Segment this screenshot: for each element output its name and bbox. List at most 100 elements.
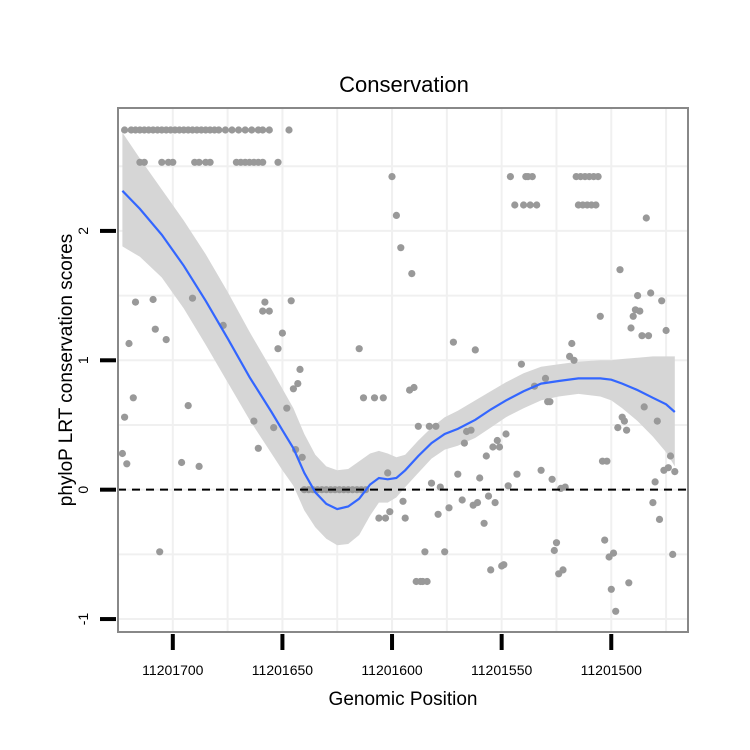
data-point (156, 548, 164, 556)
data-point (640, 403, 648, 411)
data-point (601, 536, 609, 544)
data-point (445, 504, 453, 512)
data-point (254, 444, 262, 452)
data-point (629, 312, 637, 320)
y-tick-label: -1 (75, 613, 91, 626)
x-tick-label: 11201650 (252, 662, 313, 678)
x-tick-label: 11201500 (581, 662, 642, 678)
data-point (559, 566, 567, 574)
data-point (596, 312, 604, 320)
y-tick-label: 0 (75, 486, 91, 494)
data-point (493, 436, 501, 445)
data-point (427, 479, 436, 487)
data-point (537, 466, 545, 474)
data-point (270, 424, 278, 432)
data-point (425, 422, 433, 430)
data-point (476, 474, 484, 482)
data-point (215, 126, 223, 134)
data-point (642, 214, 650, 222)
data-point (528, 173, 536, 181)
data-point (636, 307, 644, 315)
data-point (386, 508, 394, 516)
data-point (410, 383, 418, 392)
data-point (520, 201, 528, 209)
data-point (473, 499, 482, 507)
data-point (552, 539, 561, 547)
data-point (495, 443, 504, 451)
data-point (603, 457, 611, 465)
data-point (259, 158, 267, 166)
y-tick-label: 2 (75, 227, 91, 235)
data-point (434, 510, 442, 518)
data-point (441, 548, 449, 556)
data-point (278, 329, 286, 337)
smooth-fit-line (121, 190, 676, 511)
chart-title: Conservation (339, 72, 469, 97)
x-tick-label: 11201550 (471, 662, 532, 678)
data-point (359, 394, 368, 402)
data-point (388, 173, 396, 181)
data-point (289, 385, 297, 393)
data-point (195, 158, 203, 166)
data-point (616, 266, 624, 274)
data-point (458, 496, 466, 504)
data-point (568, 339, 576, 348)
data-point (614, 424, 622, 432)
data-point (178, 458, 186, 467)
data-point (649, 499, 657, 507)
data-point (620, 417, 629, 425)
data-point (423, 577, 431, 586)
data-point (195, 462, 203, 470)
data-point (265, 307, 273, 315)
data-point (408, 270, 416, 278)
data-point (421, 548, 429, 556)
data-point (653, 417, 661, 425)
data-point (594, 173, 602, 181)
data-point (671, 468, 679, 476)
data-point (158, 158, 166, 166)
x-axis: 11201700 11201650 11201600 11201550 11201500 (142, 634, 642, 678)
data-point (592, 201, 600, 209)
data-point (261, 298, 269, 306)
data-point (259, 307, 267, 315)
y-axis: -1 0 1 2 (75, 227, 116, 625)
data-point (647, 289, 655, 297)
y-tick-label: 1 (75, 356, 91, 364)
data-point (188, 294, 197, 302)
data-point (118, 449, 126, 458)
data-point (550, 546, 558, 555)
data-point (125, 339, 133, 348)
data-point (184, 402, 192, 410)
data-point (355, 345, 363, 353)
data-point (274, 345, 282, 353)
data-point (484, 492, 493, 500)
data-point (541, 374, 550, 382)
data-point (121, 413, 129, 421)
data-point (627, 324, 635, 332)
data-point (609, 549, 618, 557)
x-tick-label: 11201700 (142, 662, 203, 678)
data-point (370, 394, 379, 402)
data-point (381, 514, 390, 522)
data-point (489, 443, 497, 451)
data-point (140, 158, 148, 166)
data-point (206, 158, 214, 166)
data-point (533, 201, 541, 209)
data-point (265, 126, 273, 134)
data-point (151, 325, 159, 333)
data-point (375, 514, 383, 522)
data-point (221, 126, 229, 134)
data-point (149, 295, 157, 304)
data-point (651, 478, 659, 486)
data-point (285, 126, 293, 134)
data-point (662, 326, 670, 335)
data-point (454, 470, 462, 478)
data-point (241, 126, 249, 134)
data-point (491, 499, 499, 507)
data-point (274, 158, 282, 166)
data-point (655, 515, 664, 524)
data-point (546, 398, 554, 406)
data-point (162, 336, 170, 344)
